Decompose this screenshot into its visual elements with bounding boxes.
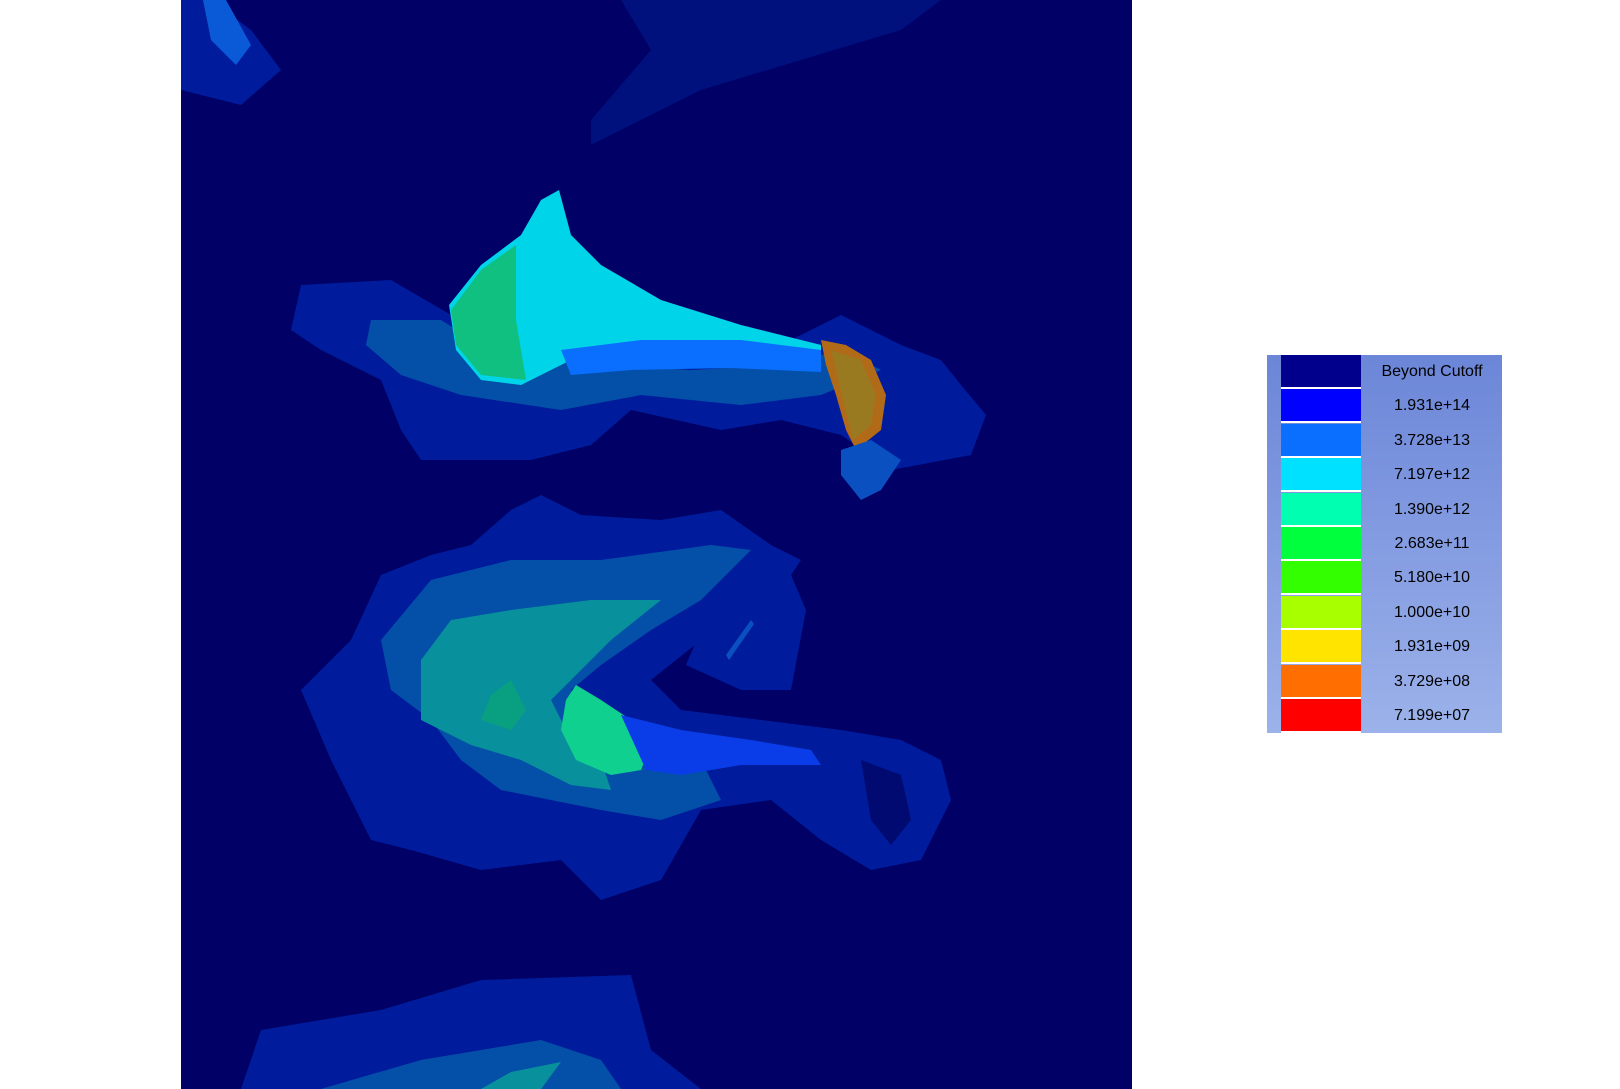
legend-entry: 7.199e+07 [1281,699,1497,733]
legend-label: 5.180e+10 [1393,569,1471,587]
lower-hook-green [481,680,526,730]
legend-swatch [1281,423,1361,456]
legend-separator [1281,387,1361,389]
legend-separator [1281,490,1361,493]
legend-swatch [1281,527,1361,559]
lower-hook-dark-notch [861,760,911,845]
legend-entry: 1.390e+12 [1281,492,1497,527]
legend-entry: 5.180e+10 [1281,561,1497,596]
top-left-fragment-highlight [203,0,251,65]
legend-entry: 3.729e+08 [1281,664,1497,699]
lower-hook-green-lobe [561,685,651,775]
legend-label: 7.197e+12 [1393,466,1471,484]
legend-swatch [1281,389,1361,422]
upper-hook-hot-tip-core [831,350,876,440]
legend-label: 3.728e+13 [1393,431,1471,449]
legend-entry: 2.683e+11 [1281,527,1497,561]
floating-island-streak [726,620,754,660]
legend-separator [1281,559,1361,561]
legend-swatch [1281,492,1361,525]
legend-separator [1281,731,1361,733]
legend-entry: 1.931e+09 [1281,630,1497,665]
top-diagonal-band [591,0,941,145]
contour-plot-viewport[interactable] [181,0,1132,1089]
legend-label: 1.000e+10 [1393,603,1471,621]
upper-hook-cyan-flare [449,190,821,385]
legend-label: 7.199e+07 [1393,707,1471,724]
upper-hook-blue-underside [561,340,821,375]
lower-hook-teal [421,600,661,790]
legend-entry: 7.197e+12 [1281,458,1497,493]
legend-label: 2.683e+11 [1394,535,1470,552]
legend-label: 3.729e+08 [1393,672,1471,690]
legend-separator [1281,696,1361,699]
lower-hook-blue-tongue [621,715,821,775]
legend-entry: 3.728e+13 [1281,423,1497,458]
legend-swatch [1281,595,1361,628]
legend-label: Beyond Cutoff [1381,363,1483,380]
legend-separator [1281,627,1361,630]
legend-swatch [1281,630,1361,663]
legend-entry: 1.000e+10 [1281,595,1497,630]
legend-label: 1.390e+12 [1393,500,1471,518]
legend-swatch [1281,664,1361,697]
legend-separator [1281,524,1361,527]
legend-separator [1281,421,1361,424]
upper-hook-green-lobe [451,245,526,380]
legend-entry: Beyond Cutoff [1281,355,1497,389]
legend-swatch [1281,355,1361,387]
legend-separator [1281,662,1361,665]
legend-swatch [1281,561,1361,594]
contour-plot [181,0,1132,1089]
color-legend: Beyond Cutoff 1.931e+14 3.728e+13 7.197e+12… [1267,355,1502,733]
legend-separator [1281,593,1361,596]
legend-swatch [1281,458,1361,491]
legend-entry: 1.931e+14 [1281,389,1497,424]
legend-separator [1281,455,1361,458]
legend-label: 1.931e+14 [1393,397,1471,415]
legend-label: 1.931e+09 [1393,638,1471,656]
legend-swatch [1281,699,1361,731]
tip-tab [841,440,901,500]
upper-hook-mid-band [366,320,881,410]
